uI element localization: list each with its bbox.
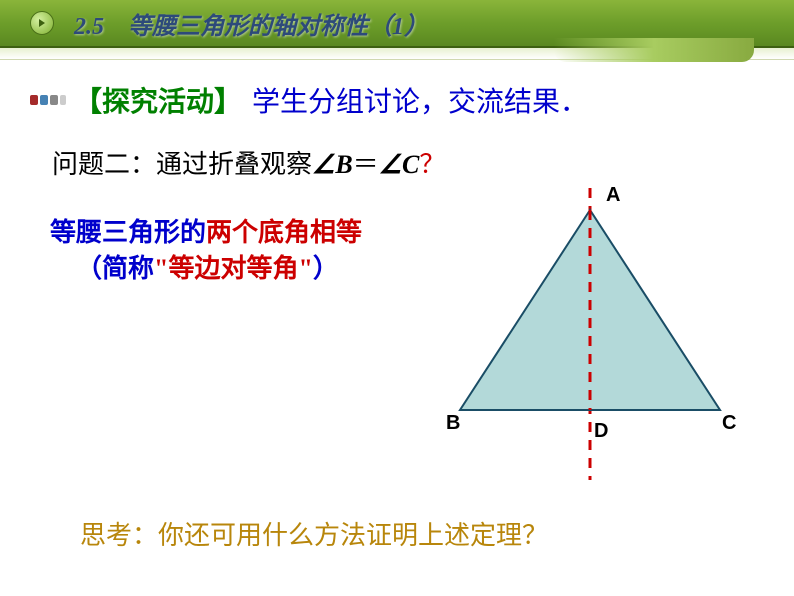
- activity-label: 【探究活动】: [74, 80, 242, 120]
- equals-sign: ＝: [353, 150, 379, 179]
- theorem-l2-blue-a: （简称: [76, 254, 154, 283]
- theorem-l1-red: 两个底角相等: [206, 218, 362, 247]
- theorem-l2-red: "等边对等角": [154, 254, 313, 283]
- question-text: 问题二：通过折叠观察∠B＝∠C？: [52, 144, 764, 181]
- vertex-label-c: C: [722, 412, 736, 435]
- angle-b: ∠B: [312, 150, 353, 179]
- triangle-diagram: A B C D: [440, 180, 760, 480]
- question-mark: ？: [419, 150, 445, 179]
- vertex-label-b: B: [446, 412, 460, 435]
- theorem-l1-blue: 等腰三角形的: [50, 218, 206, 247]
- subheader-decoration: [0, 48, 794, 60]
- think-text: 思考：你还可用什么方法证明上述定理？: [80, 515, 548, 552]
- activity-text: 学生分组讨论，交流结果．: [252, 80, 588, 120]
- theorem-l2-blue-b: ）: [313, 254, 339, 283]
- page-title: 2.5 等腰三角形的轴对称性（1）: [74, 6, 428, 41]
- vertex-label-d: D: [594, 420, 608, 443]
- bullet-icon: [30, 91, 68, 109]
- question-prefix: 问题二：通过折叠观察: [52, 150, 312, 179]
- angle-c: ∠C: [379, 150, 420, 179]
- content-area: 【探究活动】 学生分组讨论，交流结果． 问题二：通过折叠观察∠B＝∠C？ 等腰三…: [0, 60, 794, 596]
- vertex-label-a: A: [606, 184, 620, 207]
- play-icon: [30, 11, 54, 35]
- activity-row: 【探究活动】 学生分组讨论，交流结果．: [30, 80, 764, 120]
